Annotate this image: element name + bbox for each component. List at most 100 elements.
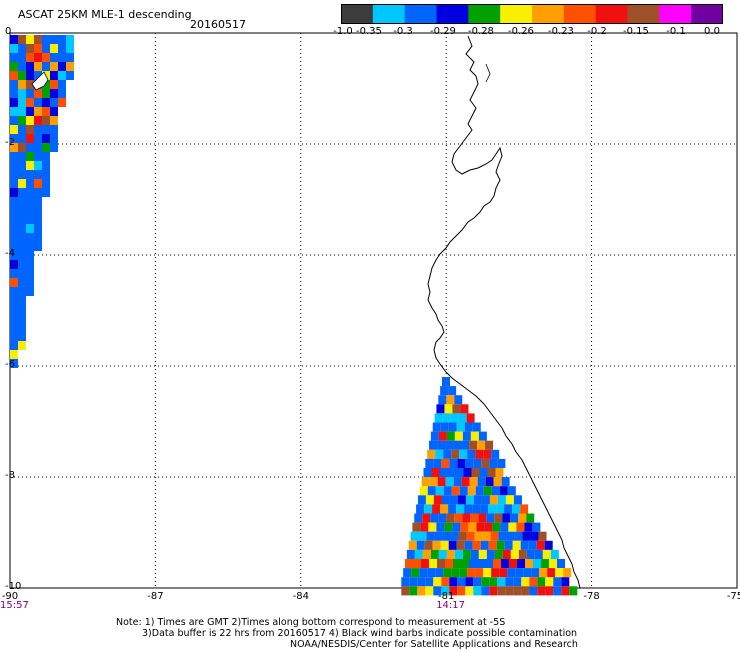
wind-cell bbox=[480, 540, 489, 550]
wind-cell bbox=[42, 62, 50, 71]
wind-cell bbox=[449, 577, 458, 587]
wind-cell bbox=[66, 53, 74, 62]
wind-cell bbox=[66, 44, 74, 53]
wind-cell bbox=[437, 559, 445, 569]
wind-cell bbox=[438, 513, 447, 523]
wind-cell bbox=[26, 215, 34, 224]
wind-cell bbox=[10, 197, 18, 206]
wind-cell bbox=[18, 296, 26, 305]
wind-cell bbox=[50, 53, 58, 62]
wind-cell bbox=[432, 540, 441, 550]
wind-cell bbox=[532, 522, 541, 532]
wind-cell bbox=[405, 559, 413, 569]
wind-cell bbox=[498, 531, 507, 541]
wind-cell bbox=[507, 568, 516, 578]
wind-cell bbox=[18, 233, 26, 242]
wind-cell bbox=[34, 242, 42, 251]
wind-cell bbox=[521, 577, 530, 587]
wind-cell bbox=[428, 522, 437, 532]
wind-cell bbox=[18, 89, 26, 98]
wind-cell bbox=[472, 540, 481, 550]
wind-cell bbox=[512, 504, 521, 514]
wind-cell bbox=[499, 486, 508, 496]
wind-cell bbox=[50, 35, 58, 44]
colorbar-label: -0.3 bbox=[393, 26, 413, 37]
wind-cell bbox=[538, 531, 547, 541]
wind-cell bbox=[478, 549, 487, 559]
wind-cell bbox=[421, 559, 429, 569]
wind-cell bbox=[448, 504, 457, 514]
wind-cell bbox=[504, 540, 513, 550]
wind-cell bbox=[518, 513, 527, 523]
wind-cell bbox=[10, 260, 18, 269]
wind-cell bbox=[481, 458, 490, 468]
wind-cell bbox=[429, 559, 437, 569]
wind-cell bbox=[10, 89, 18, 98]
wind-cell bbox=[481, 586, 490, 596]
wind-cell bbox=[475, 568, 484, 578]
coast-bay-inlet bbox=[485, 63, 491, 83]
wind-cell bbox=[439, 468, 448, 478]
wind-cell bbox=[446, 549, 455, 559]
wind-cell bbox=[18, 197, 26, 206]
wind-cell bbox=[10, 125, 18, 134]
wind-cell bbox=[34, 143, 42, 152]
wind-cell bbox=[449, 495, 458, 505]
wind-cell bbox=[34, 71, 42, 80]
wind-cell bbox=[445, 440, 454, 450]
wind-cell bbox=[425, 495, 434, 505]
wind-cell bbox=[455, 468, 464, 478]
wind-cell bbox=[442, 531, 451, 541]
wind-cell bbox=[427, 449, 436, 459]
wind-cell bbox=[441, 577, 450, 587]
wind-cell bbox=[412, 522, 421, 532]
colorbar-label: -0.29 bbox=[430, 26, 456, 37]
wind-cell bbox=[26, 269, 34, 278]
wind-cell bbox=[18, 179, 26, 188]
wind-cell bbox=[34, 89, 42, 98]
wind-cell bbox=[470, 513, 479, 523]
wind-cell bbox=[10, 296, 18, 305]
wind-cell bbox=[34, 233, 42, 242]
wind-cell bbox=[453, 440, 462, 450]
wind-cell bbox=[521, 586, 530, 596]
wind-cell bbox=[475, 449, 484, 459]
wind-cell bbox=[42, 107, 50, 116]
wind-cell bbox=[502, 549, 511, 559]
wind-cell bbox=[456, 540, 465, 550]
wind-cell bbox=[489, 458, 498, 468]
wind-cell bbox=[66, 62, 74, 71]
wind-cell bbox=[464, 422, 473, 432]
wind-cell bbox=[435, 486, 444, 496]
wind-cell bbox=[454, 513, 463, 523]
wind-cell bbox=[10, 62, 18, 71]
wind-cell bbox=[42, 98, 50, 107]
wind-cell bbox=[457, 577, 466, 587]
time-label: 14:17 bbox=[436, 600, 466, 611]
wind-cell bbox=[50, 44, 58, 53]
wind-cell bbox=[442, 377, 450, 387]
wind-cell bbox=[42, 116, 50, 125]
wind-cell bbox=[458, 531, 467, 541]
wind-cell bbox=[435, 449, 444, 459]
colorbar-label: 0.0 bbox=[704, 26, 720, 37]
wind-cell bbox=[488, 540, 497, 550]
wind-cell bbox=[501, 477, 510, 487]
wind-cell bbox=[10, 80, 18, 89]
wind-cell bbox=[499, 568, 508, 578]
wind-cell bbox=[476, 522, 485, 532]
wind-cell bbox=[490, 531, 499, 541]
wind-cell bbox=[561, 577, 570, 587]
wind-cell bbox=[26, 98, 34, 107]
wind-cell bbox=[459, 449, 468, 459]
wind-cell bbox=[500, 522, 509, 532]
wind-cell bbox=[475, 486, 484, 496]
wind-cell bbox=[440, 540, 449, 550]
wind-cell bbox=[494, 513, 503, 523]
wind-cell bbox=[459, 568, 468, 578]
wind-cell bbox=[435, 568, 444, 578]
wind-cell bbox=[10, 278, 18, 287]
wind-cell bbox=[494, 549, 503, 559]
wind-cell bbox=[533, 559, 541, 569]
